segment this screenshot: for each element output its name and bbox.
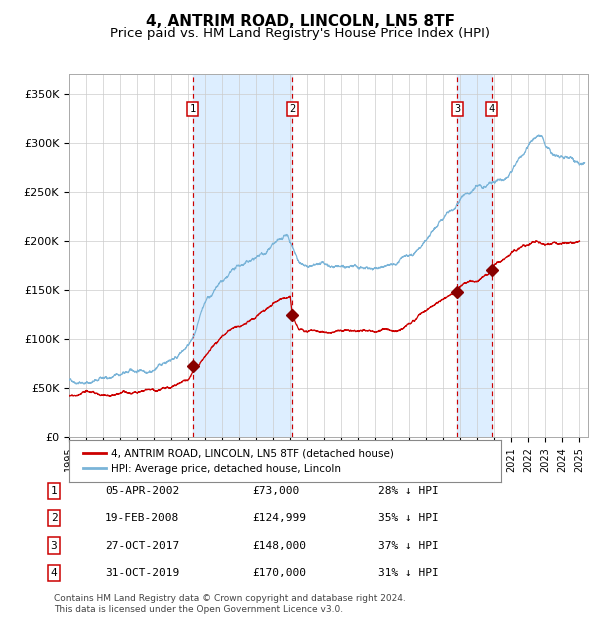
Text: 2: 2 bbox=[50, 513, 58, 523]
Text: £148,000: £148,000 bbox=[252, 541, 306, 551]
Text: 37% ↓ HPI: 37% ↓ HPI bbox=[378, 541, 439, 551]
Text: 31% ↓ HPI: 31% ↓ HPI bbox=[378, 568, 439, 578]
Text: 28% ↓ HPI: 28% ↓ HPI bbox=[378, 486, 439, 496]
Text: Contains HM Land Registry data © Crown copyright and database right 2024.: Contains HM Land Registry data © Crown c… bbox=[54, 593, 406, 603]
Text: 31-OCT-2019: 31-OCT-2019 bbox=[105, 568, 179, 578]
Text: 3: 3 bbox=[50, 541, 58, 551]
Text: 4, ANTRIM ROAD, LINCOLN, LN5 8TF: 4, ANTRIM ROAD, LINCOLN, LN5 8TF bbox=[146, 14, 455, 29]
Text: £170,000: £170,000 bbox=[252, 568, 306, 578]
Text: 1: 1 bbox=[50, 486, 58, 496]
Text: £124,999: £124,999 bbox=[252, 513, 306, 523]
Text: 35% ↓ HPI: 35% ↓ HPI bbox=[378, 513, 439, 523]
Text: This data is licensed under the Open Government Licence v3.0.: This data is licensed under the Open Gov… bbox=[54, 604, 343, 614]
Text: £73,000: £73,000 bbox=[252, 486, 299, 496]
Text: 4: 4 bbox=[50, 568, 58, 578]
Text: 27-OCT-2017: 27-OCT-2017 bbox=[105, 541, 179, 551]
Text: 2: 2 bbox=[289, 104, 295, 114]
Text: 19-FEB-2008: 19-FEB-2008 bbox=[105, 513, 179, 523]
Text: Price paid vs. HM Land Registry's House Price Index (HPI): Price paid vs. HM Land Registry's House … bbox=[110, 27, 490, 40]
Text: 3: 3 bbox=[454, 104, 460, 114]
Bar bbox=[457, 74, 491, 437]
Text: 05-APR-2002: 05-APR-2002 bbox=[105, 486, 179, 496]
Bar bbox=[193, 74, 292, 437]
Legend: 4, ANTRIM ROAD, LINCOLN, LN5 8TF (detached house), HPI: Average price, detached : 4, ANTRIM ROAD, LINCOLN, LN5 8TF (detach… bbox=[79, 445, 398, 478]
Text: 1: 1 bbox=[190, 104, 196, 114]
Text: 4: 4 bbox=[488, 104, 494, 114]
